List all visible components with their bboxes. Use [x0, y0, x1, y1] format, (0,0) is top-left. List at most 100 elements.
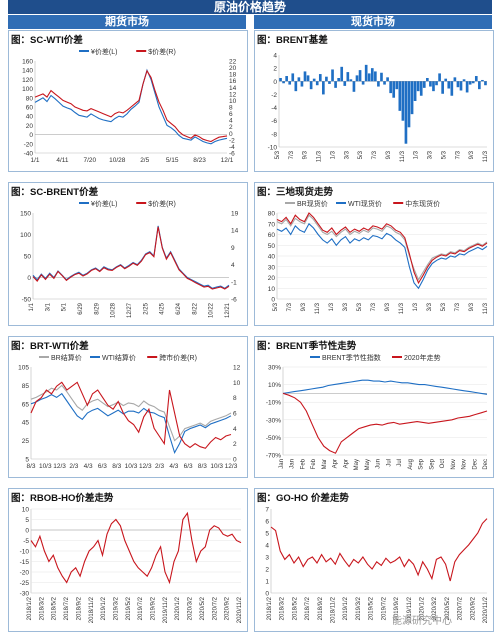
x-tick-label: 6/3: [184, 463, 193, 470]
panel-sc-wti: 图：SC-WTI价差 ¥价差(L) $价差(R) 160 140 120 100 80 60 4…: [8, 30, 248, 172]
bar: [416, 81, 420, 92]
x-tick-label: 8/23: [193, 157, 206, 164]
chart-title: 图：BRENT季节性走势: [257, 341, 357, 352]
y2-tick-label: -1: [231, 279, 237, 286]
x-tick-label: 10/3: [39, 463, 52, 470]
panel-spot-three: 图：三地现货走势 BR现货价 WTI现货价 中东现货价 80 70 60 50 40 30 20 1…: [254, 182, 494, 326]
x-tick-label: 6/29: [78, 302, 84, 314]
y-tick-label: 5: [25, 517, 29, 524]
y-tick-label: -70%: [266, 453, 281, 460]
bar: [447, 81, 451, 89]
y2-tick-label: 4: [233, 426, 237, 433]
x-tick-label: 8/3: [198, 463, 207, 470]
x-tick-label: 2019/1/2: [101, 596, 107, 620]
y-tick-label: 10: [22, 507, 30, 514]
x-tick-label: Apr: [333, 459, 339, 468]
y-tick-label: 2: [265, 567, 269, 574]
x-tick-label: 2019/9/2: [151, 596, 157, 620]
bar: [303, 71, 307, 82]
futures-section-header: 期货市场: [8, 15, 246, 29]
y-tick-label: 3: [265, 555, 269, 562]
y-tick-label: -50%: [266, 435, 281, 442]
series-line-0: [32, 225, 230, 289]
series-line-1: [34, 69, 228, 143]
x-tick-label: 2019/11/2: [163, 596, 169, 623]
x-tick-label: 2/5: [140, 157, 149, 164]
bar: [465, 81, 469, 93]
x-tick-label: 6/3: [98, 463, 107, 470]
x-tick-label: 2019/7/2: [381, 596, 387, 620]
x-tick-label: Jan: [290, 459, 296, 469]
x-tick-label: 4/25: [160, 302, 166, 314]
x-tick-label: 2020/7/2: [458, 596, 464, 620]
x-tick-label: Jul: [386, 459, 392, 467]
x-tick-label: 2018/9/2: [76, 596, 82, 620]
y-tick-label: 0: [265, 591, 269, 598]
y-tick-label: 2: [273, 66, 277, 73]
bar: [468, 81, 472, 85]
x-tick-label: 11/3: [315, 302, 321, 314]
x-tick-label: 5/3: [275, 150, 281, 159]
bar: [322, 81, 325, 95]
x-tick-label: Dec: [483, 459, 489, 470]
x-tick-label: 2018/7/2: [305, 596, 311, 620]
bar: [358, 70, 362, 82]
chart-title: 图：BRENT基差: [257, 35, 328, 46]
y2-tick-label: 8: [229, 105, 233, 112]
x-tick-label: 12/3: [53, 463, 66, 470]
bar: [478, 81, 481, 90]
y-tick-label: 30%: [268, 365, 281, 372]
y-tick-label: 20: [26, 123, 34, 130]
legend-label: ¥价差(L): [91, 199, 117, 208]
y2-tick-label: 12: [233, 365, 241, 372]
y-tick-label: -15: [20, 559, 30, 566]
bar: [331, 69, 334, 82]
x-tick-label: Sep: [429, 458, 435, 469]
legend-item: $价差(R): [136, 199, 176, 208]
bar: [456, 81, 460, 88]
y2-tick-label: -2: [229, 137, 235, 144]
legend-item: WTI现货价: [336, 199, 382, 208]
x-tick-label: 9/3: [303, 150, 309, 159]
y-tick-label: -5: [23, 538, 29, 545]
x-tick-label: Feb: [300, 458, 306, 469]
spot-section-header: 现货市场: [254, 15, 492, 29]
x-tick-label: 2018/11/2: [331, 596, 337, 623]
y-tick-label: 20: [268, 275, 276, 282]
series-line-1: [282, 392, 488, 454]
panel-brt-wti: 图：BRT-WTI价差 BR结算价 WTI结算价 跨市价差(R) 105 85 65 45 2…: [8, 336, 248, 478]
y2-tick-label: 14: [231, 228, 239, 235]
x-tick-label: 2/25: [143, 302, 149, 314]
x-tick-label: 5/15: [166, 157, 179, 164]
y-tick-label: -30%: [266, 417, 281, 424]
y2-tick-label: 4: [231, 262, 235, 269]
chart-brent-season: BRENT季节性指数 2020年走势30%10%-10%-30%-50%-70%J…: [266, 353, 489, 470]
chart-title: 图：BRT-WTI价差: [11, 341, 89, 352]
x-tick-label: 12/21: [225, 302, 231, 318]
y-tick-label: -30: [20, 591, 30, 598]
y2-tick-label: 2: [229, 124, 233, 131]
bar: [429, 81, 432, 87]
x-tick-label: 2019/11/2: [407, 596, 413, 623]
series-line-0: [30, 384, 232, 442]
bar: [413, 81, 417, 101]
y-tick-label: 160: [22, 59, 33, 66]
bar: [337, 78, 340, 82]
legend-label: 中东现货价: [405, 199, 440, 208]
y-tick-label: 80: [268, 211, 276, 218]
bar: [346, 72, 350, 82]
x-tick-label: 2018/1/2: [267, 596, 273, 620]
y-tick-label: 1: [265, 579, 269, 586]
x-tick-label: 1/3: [414, 150, 420, 159]
x-tick-label: 10/22: [209, 302, 215, 318]
series-line-1: [276, 222, 488, 290]
x-tick-label: 7/3: [455, 302, 461, 311]
x-tick-label: 1/3: [413, 302, 419, 311]
bar: [484, 81, 487, 86]
bar: [462, 79, 466, 82]
bar: [340, 66, 344, 82]
series-line-0: [276, 214, 488, 281]
y-tick-label: 5: [25, 457, 29, 464]
y-tick-label: -20: [24, 141, 34, 148]
x-tick-label: 1/3: [330, 150, 336, 159]
